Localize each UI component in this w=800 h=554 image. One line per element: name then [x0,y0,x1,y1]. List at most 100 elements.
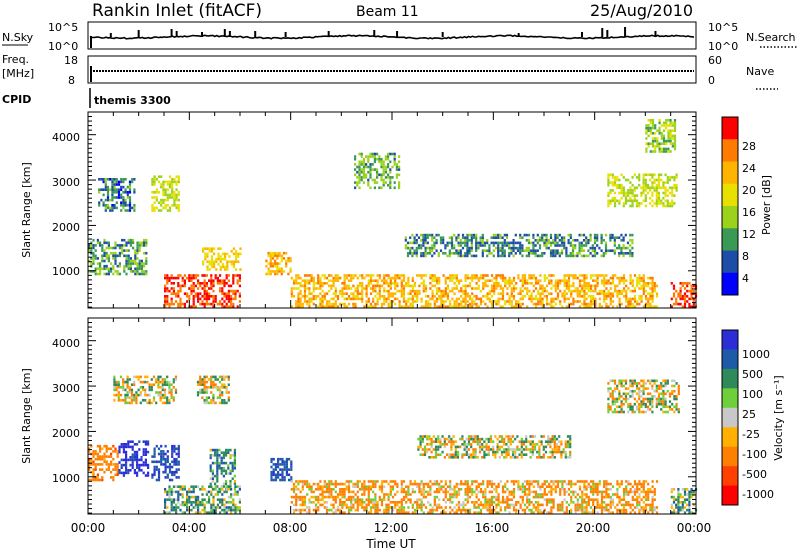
velocity-cell [440,480,443,483]
velocity-cell [339,482,342,486]
power-cell [365,274,368,277]
power-cell [282,270,286,273]
power-cell [660,134,663,138]
power-cell [570,284,573,288]
power-cell [466,300,469,303]
power-cell [479,244,482,247]
power-cell [295,274,298,277]
velocity-cell [490,508,494,512]
velocity-cell [317,498,320,501]
velocity-cell [457,493,461,496]
power-cell [369,186,372,190]
power-cell [440,292,443,295]
power-cell [382,173,385,177]
power-cell [369,292,373,295]
power-cell [468,284,472,288]
velocity-cell [138,469,141,472]
power-cell [501,252,504,255]
power-cell [669,150,672,153]
power-cell [171,191,174,194]
velocity-cell [138,448,141,451]
velocity-cell [508,493,511,496]
power-cell [616,183,619,187]
power-cell [631,297,634,301]
velocity-cell [387,493,390,496]
velocity-cell [308,498,311,501]
velocity-cell [299,508,302,512]
power-cell [642,279,645,282]
power-cell [393,160,396,164]
velocity-cell [523,488,527,491]
power-cell [490,236,493,239]
velocity-cell [229,469,232,473]
power-cell [325,300,329,303]
power-cell [654,126,657,130]
velocity-cell [528,498,531,501]
velocity-cell [363,485,366,488]
power-cell [402,300,406,303]
velocity-cell [177,501,180,504]
velocity-cell [526,506,529,509]
power-cell [613,202,617,205]
velocity-cell [216,480,219,483]
power-cell [374,302,377,306]
power-cell [192,287,195,290]
power-cell [543,233,546,237]
power-cell [525,246,528,250]
power-cell [424,305,428,308]
velocity-cell [177,490,180,494]
power-cell [461,254,465,258]
power-cell [235,252,238,256]
velocity-cell [124,380,127,384]
power-cell [667,124,670,127]
power-cell [343,276,346,280]
power-cell [649,302,652,306]
velocity-cell [380,498,384,501]
velocity-cell [201,378,204,381]
power-cell [380,284,384,288]
power-cell [519,252,522,255]
power-cell [497,297,500,301]
power-cell [361,282,364,285]
velocity-cell [223,511,226,514]
power-colorbar-swatches [722,117,738,296]
velocity-cell [190,490,193,494]
power-cell [475,295,478,298]
power-cell [506,279,509,282]
power-cell [360,160,363,164]
velocity-cell [270,476,273,479]
power-cell [631,241,634,245]
velocity-cell [297,480,300,483]
power-cell [592,297,595,301]
power-cell [585,292,588,295]
power-cell [530,297,533,301]
power-cell [162,180,165,184]
power-cell [308,292,311,295]
velocity-cell [473,503,476,507]
power-cell [470,233,473,237]
power-cell [585,274,588,277]
power-cell [303,279,307,282]
velocity-cell [449,482,452,486]
power-cell [138,259,141,263]
power-cell [633,297,637,301]
power-cell [451,297,454,301]
power-cell [644,295,648,298]
velocity-cell [227,451,230,454]
velocity-cell [175,468,178,471]
power-cell [666,189,669,192]
power-cell [107,257,110,260]
power-cell [552,300,555,303]
power-y-ticks [88,111,696,308]
power-cell [155,191,158,194]
noise-trace [89,34,695,40]
power-cell [471,297,474,301]
velocity-cell [444,480,447,483]
power-cell [413,289,417,293]
power-cell [115,191,118,194]
power-cell [124,201,127,204]
velocity-cell [168,399,171,402]
power-cell [671,202,674,205]
power-cell [629,191,632,195]
power-cell [332,297,335,301]
